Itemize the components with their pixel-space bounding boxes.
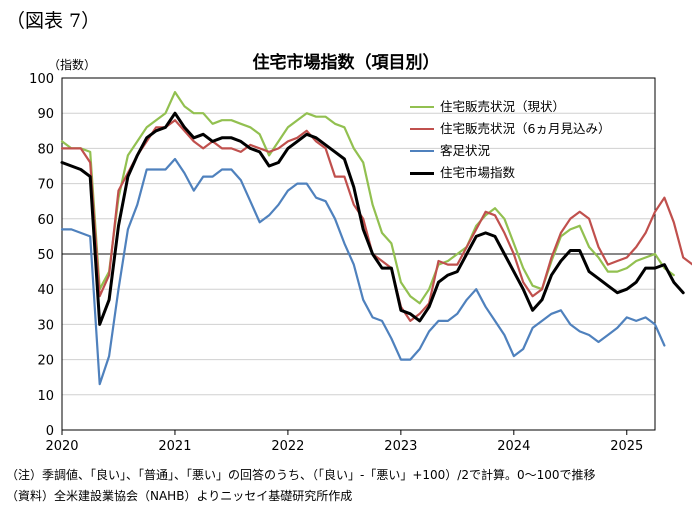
y-tick-label: 0	[46, 424, 54, 439]
chart-legend: 住宅販売状況（現状） 住宅販売状況（6ヵ月見込み） 客足状況 住宅市場指数	[410, 96, 610, 184]
chart-title: 住宅市場指数（項目別）	[252, 53, 440, 73]
y-tick-label: 40	[37, 283, 54, 298]
x-tick-label: 2021	[158, 439, 191, 454]
legend-swatch	[410, 105, 434, 109]
legend-item-sales-future: 住宅販売状況（6ヵ月見込み）	[410, 118, 610, 140]
x-tick-label: 2020	[45, 439, 78, 454]
note-text: （注）季調値、「良い」、「普通」、「悪い」の回答のうち、（「良い」-「悪い」+1…	[6, 468, 596, 482]
y-tick-label: 100	[29, 72, 54, 87]
legend-label: 住宅市場指数	[440, 165, 516, 180]
legend-label: 住宅販売状況（現状）	[440, 99, 566, 114]
y-tick-label: 20	[37, 354, 54, 369]
y-axis-unit-label: （指数）	[48, 58, 97, 72]
legend-item-traffic: 客足状況	[410, 140, 610, 162]
y-tick-label: 70	[37, 178, 54, 193]
chart-canvas: 0 10 20 30 40 50 60 70 80 90 100 2020 2021 2022 2023 20…	[29, 72, 692, 454]
legend-swatch	[410, 171, 434, 175]
y-tick-label: 10	[37, 389, 54, 404]
y-tick-label: 90	[37, 107, 54, 122]
y-tick-label: 30	[37, 318, 54, 333]
x-tick-label: 2024	[497, 439, 530, 454]
x-tick-label: 2025	[610, 439, 643, 454]
figure-label: （図表 7）	[6, 10, 101, 32]
legend-label: 客足状況	[440, 143, 491, 158]
chart-notes: （注）季調値、「良い」、「普通」、「悪い」の回答のうち、（「良い」-「悪い」+1…	[6, 465, 686, 507]
series-line-0	[60, 90, 675, 305]
legend-item-sales-current: 住宅販売状況（現状）	[410, 96, 610, 118]
source-text: （資料）全米建設業協会（NAHB）よりニッセイ基礎研究所作成	[6, 489, 353, 503]
y-tick-label: 50	[37, 248, 54, 263]
series-line-2	[60, 157, 666, 386]
legend-swatch	[410, 149, 434, 153]
legend-item-hmi: 住宅市場指数	[410, 162, 610, 184]
y-tick-label: 80	[37, 142, 54, 157]
y-tick-label: 60	[37, 213, 54, 228]
legend-swatch	[410, 127, 434, 131]
legend-label: 住宅販売状況（6ヵ月見込み）	[440, 121, 611, 136]
x-tick-label: 2022	[271, 439, 304, 454]
series-line-3	[60, 111, 685, 326]
x-tick-label: 2023	[384, 439, 417, 454]
